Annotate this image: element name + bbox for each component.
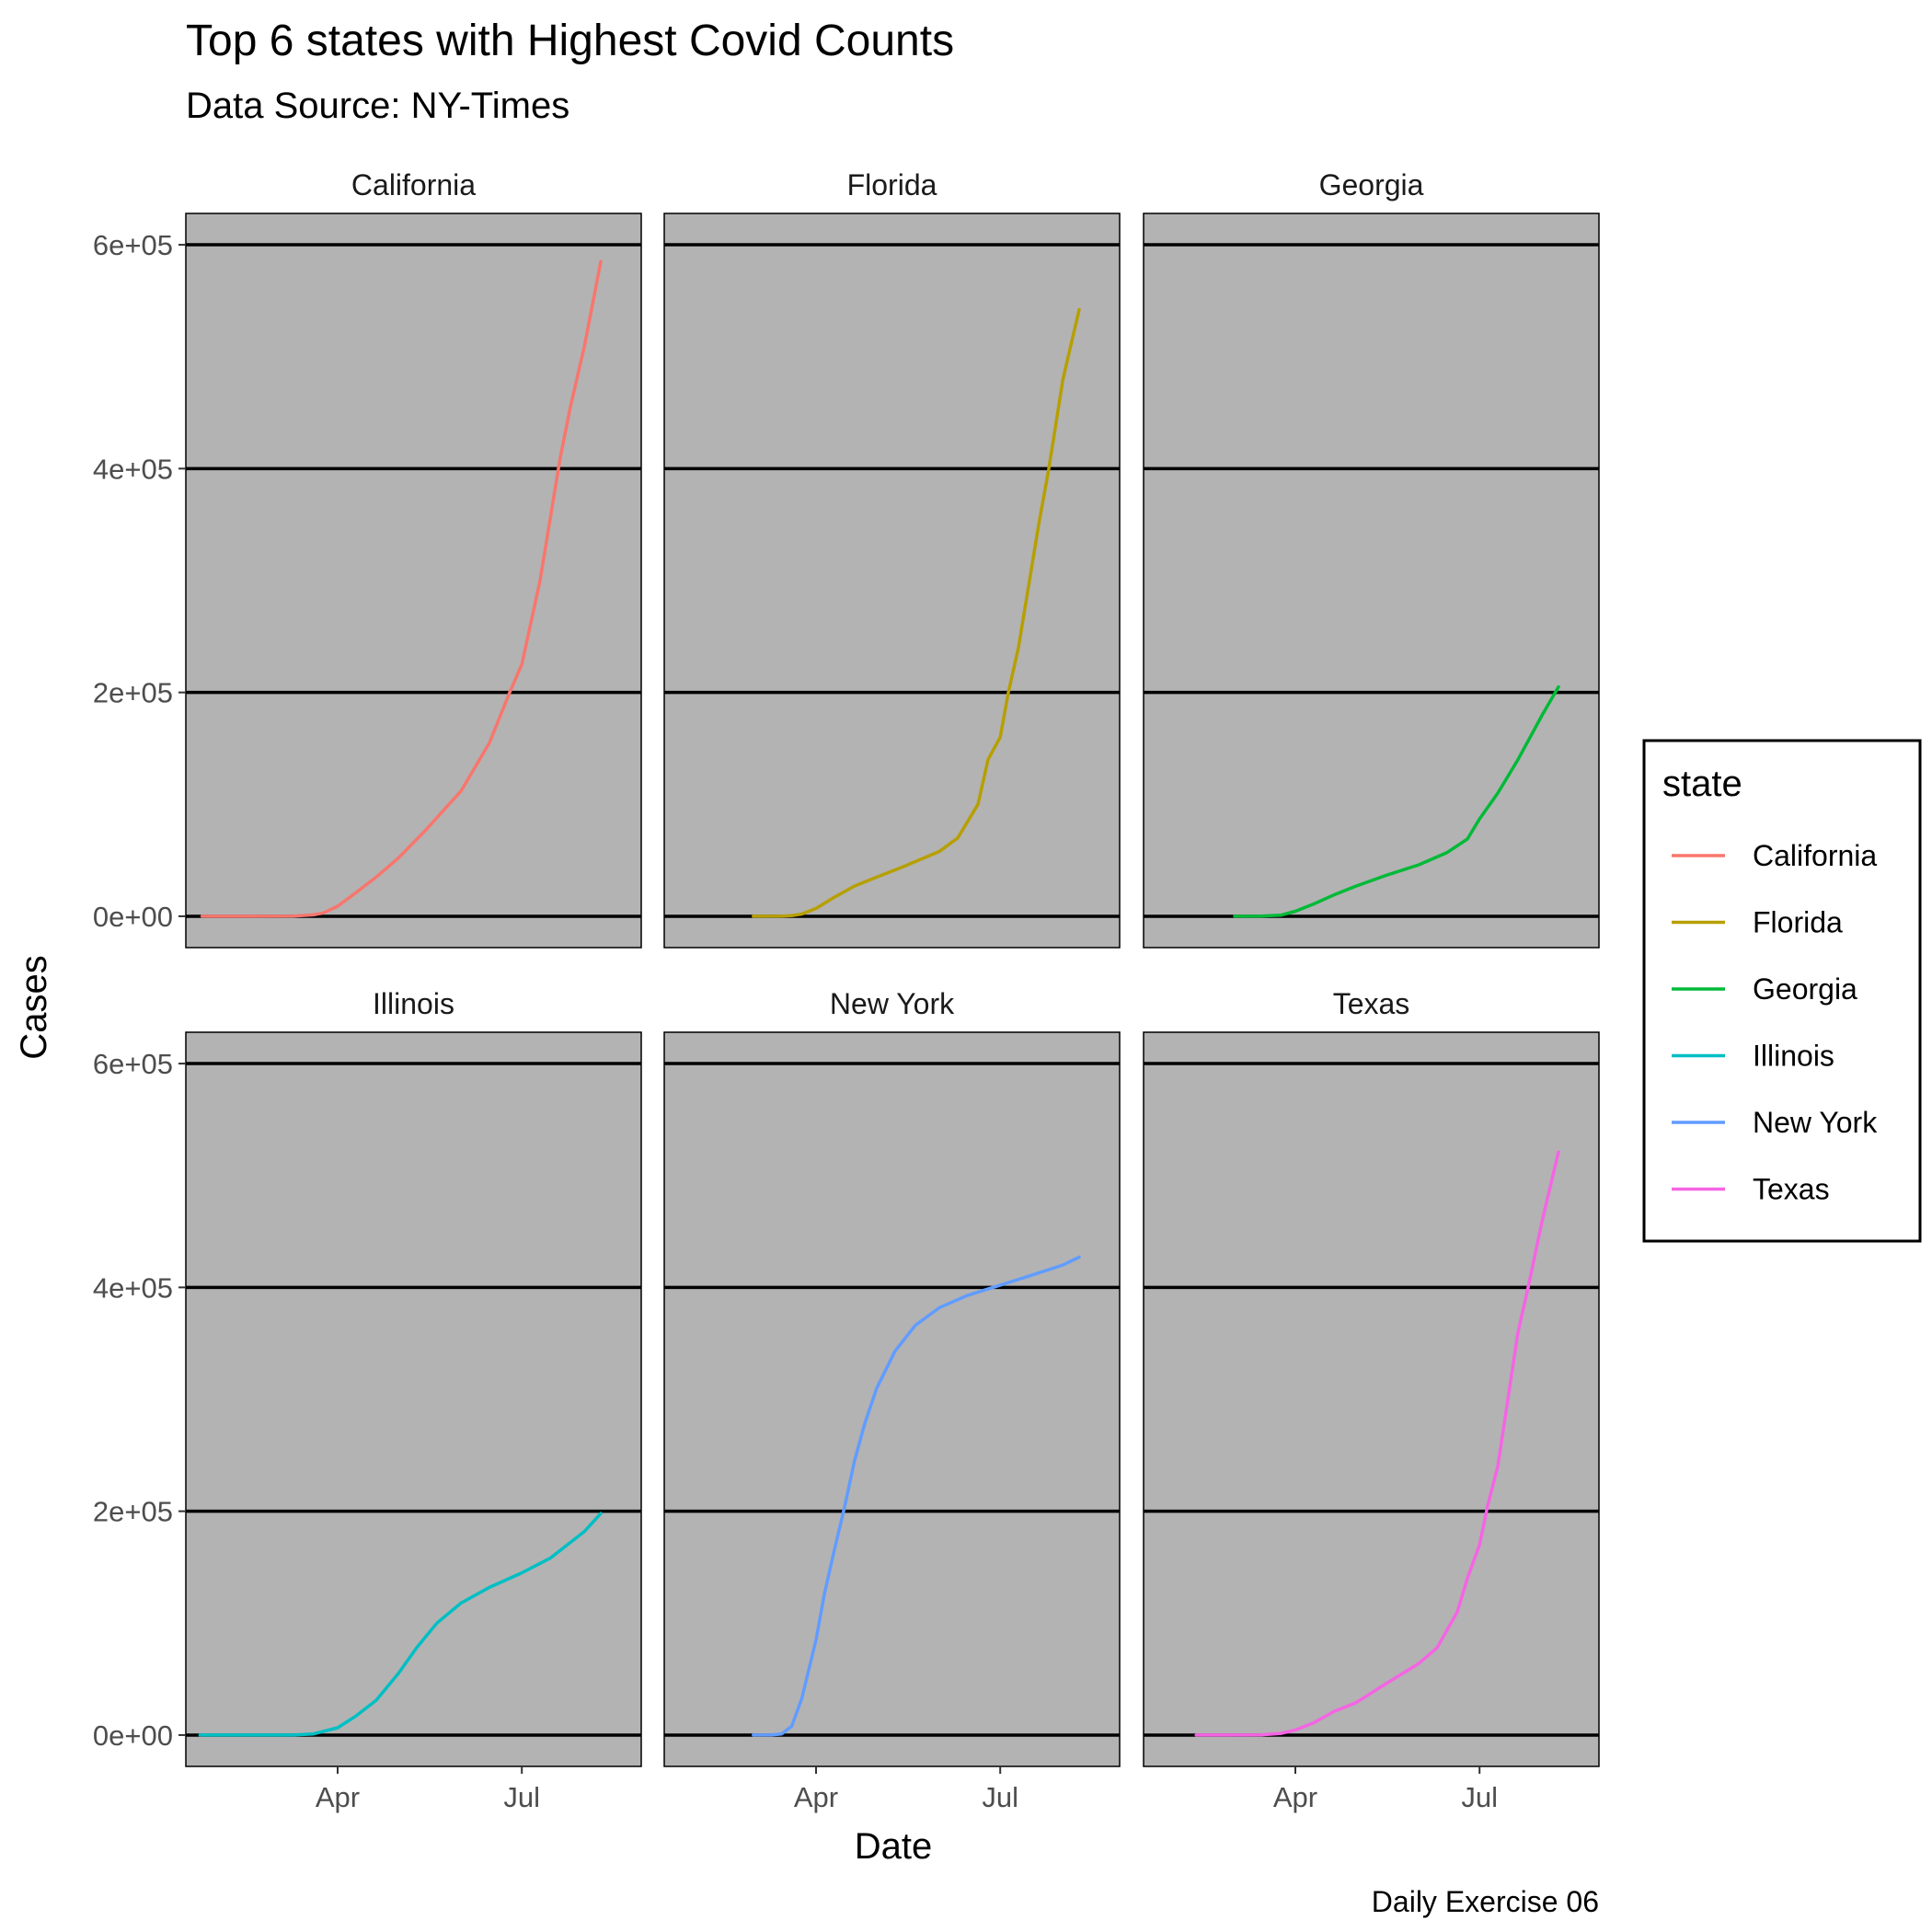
y-tick-label: 6e+05 xyxy=(93,229,173,261)
facet-panels: California 0e+00 2e+05 4e+05 6e+05 Florida Geo… xyxy=(93,168,1600,1813)
y-tick-label: 0e+00 xyxy=(93,1719,173,1752)
legend-label: Texas xyxy=(1753,1173,1830,1206)
chart-title: Top 6 states with Highest Covid Counts xyxy=(186,17,954,65)
series-line-illinois xyxy=(198,1512,603,1737)
facet-strip-label: Georgia xyxy=(1319,168,1424,201)
x-tick-label: Apr xyxy=(316,1781,360,1813)
legend-item-florida: Florida xyxy=(1672,906,1843,939)
panel-background xyxy=(186,213,641,948)
panel-border xyxy=(185,213,642,949)
x-tick-label: Jul xyxy=(503,1781,540,1813)
panel-border xyxy=(663,213,1121,949)
panel-background xyxy=(664,1032,1120,1766)
y-tick-label: 2e+05 xyxy=(93,677,173,709)
panel-background xyxy=(664,213,1120,948)
panel-border xyxy=(185,1031,642,1767)
panel-background xyxy=(186,1032,641,1766)
chart-caption: Daily Exercise 06 xyxy=(1372,1885,1599,1918)
series-line-california xyxy=(200,259,603,918)
y-tick-label: 2e+05 xyxy=(93,1496,173,1528)
panel-border xyxy=(1143,1031,1600,1767)
facet-panel-georgia: Georgia xyxy=(1143,168,1600,949)
legend: state California Florida Georgia Illinois Ne… xyxy=(1642,739,1922,1243)
facet-panel-california: California 0e+00 2e+05 4e+05 6e+05 xyxy=(93,168,642,949)
facet-strip-label: New York xyxy=(830,987,955,1020)
legend-label: Illinois xyxy=(1753,1040,1834,1073)
legend-item-new-york: New York xyxy=(1672,1106,1878,1139)
facet-panel-florida: Florida xyxy=(663,168,1121,949)
facet-strip-label: Texas xyxy=(1333,987,1410,1020)
legend-box xyxy=(1642,739,1922,1243)
facet-strip-label: California xyxy=(351,168,476,201)
legend-item-texas: Texas xyxy=(1672,1173,1830,1206)
y-axis-title: Cases xyxy=(14,955,54,1059)
y-tick-label: 0e+00 xyxy=(93,901,173,933)
x-tick-label: Jul xyxy=(982,1781,1018,1813)
x-tick-label: Apr xyxy=(794,1781,838,1813)
series-line-georgia xyxy=(1233,684,1560,918)
legend-label: Georgia xyxy=(1753,972,1857,1006)
facet-panel-texas: Texas Apr Jul xyxy=(1143,987,1600,1813)
legend-item-illinois: Illinois xyxy=(1672,1040,1834,1073)
x-tick-label: Jul xyxy=(1461,1781,1498,1813)
legend-title: state xyxy=(1662,764,1742,804)
panel-background xyxy=(1144,213,1599,948)
series-line-florida xyxy=(752,307,1081,918)
facet-strip-label: Florida xyxy=(847,168,937,201)
facet-strip-label: Illinois xyxy=(373,987,454,1020)
legend-label: California xyxy=(1753,839,1877,872)
panel-border xyxy=(1143,213,1600,949)
x-tick-label: Apr xyxy=(1273,1781,1317,1813)
panel-border xyxy=(663,1031,1121,1767)
y-tick-label: 4e+05 xyxy=(93,1271,173,1304)
series-line-new-york xyxy=(752,1255,1081,1737)
chart-subtitle: Data Source: NY-Times xyxy=(186,86,569,126)
series-line-texas xyxy=(1194,1150,1560,1737)
panel-background xyxy=(1144,1032,1599,1766)
legend-item-georgia: Georgia xyxy=(1672,972,1857,1006)
facet-panel-new-york: New York Apr Jul xyxy=(663,987,1121,1813)
legend-label: New York xyxy=(1753,1106,1878,1139)
x-axis-title: Date xyxy=(855,1826,933,1867)
legend-item-california: California xyxy=(1672,839,1877,872)
y-tick-label: 4e+05 xyxy=(93,453,173,485)
facet-panel-illinois: Illinois 0e+00 2e+05 4e+05 6e+05 Apr Jul xyxy=(93,987,642,1813)
y-tick-label: 6e+05 xyxy=(93,1048,173,1080)
legend-label: Florida xyxy=(1753,906,1843,939)
